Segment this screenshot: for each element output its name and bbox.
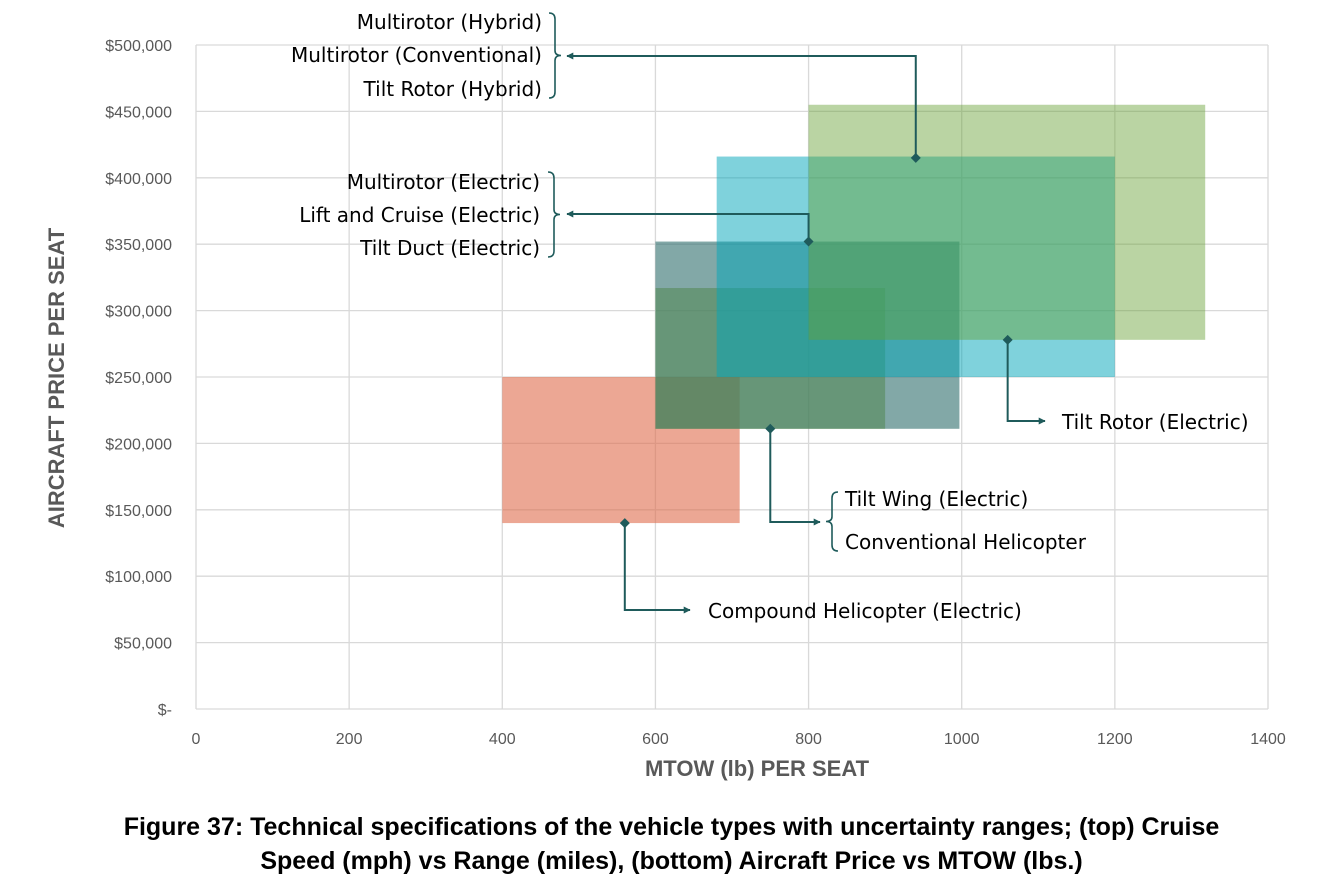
caption-line-2: Speed (mph) vs Range (miles), (bottom) A… — [260, 847, 1083, 875]
data-point-marker — [619, 518, 630, 529]
y-tick-label: $500,000 — [105, 38, 172, 55]
x-tick-label: 400 — [489, 731, 516, 748]
connector-arrow — [566, 52, 917, 158]
caption-line-1: Figure 37: Technical specifications of t… — [123, 813, 1220, 841]
x-tick-label: 1400 — [1250, 731, 1286, 748]
series-label: Multirotor (Conventional) — [291, 43, 542, 67]
y-tick-label: $100,000 — [105, 569, 172, 586]
y-tick-label: $150,000 — [105, 503, 172, 520]
x-tick-label: 0 — [192, 731, 201, 748]
series-label: Multirotor (Hybrid) — [357, 10, 542, 34]
y-tick-label: $350,000 — [105, 237, 172, 254]
y-tick-label: $50,000 — [114, 636, 172, 653]
y-tick-label: $400,000 — [105, 171, 172, 188]
label-bracket — [548, 12, 562, 99]
series-label: Multirotor (Electric) — [347, 170, 540, 194]
connector-arrow — [769, 428, 821, 526]
x-axis-ticks: 0 200 400 600 800 1000 1200 1400 — [192, 731, 1286, 748]
data-point-marker — [910, 152, 921, 163]
x-tick-label: 800 — [795, 731, 822, 748]
y-tick-label: $450,000 — [105, 104, 172, 121]
y-axis-ticks: $- $50,000 $100,000 $150,000 $200,000 $250,00… — [105, 38, 172, 719]
x-axis-title: MTOW (lb) PER SEAT — [645, 756, 870, 781]
data-point-marker — [803, 236, 814, 247]
data-point-marker — [765, 423, 776, 434]
series-label: Conventional Helicopter — [845, 530, 1087, 554]
x-tick-label: 1200 — [1097, 731, 1133, 748]
series-label: Tilt Duct (Electric) — [359, 236, 540, 260]
connector-arrow — [1006, 339, 1046, 425]
series-label: Tilt Wing (Electric) — [844, 487, 1028, 511]
annotation-labels: Compound Helicopter (Electric) Tilt Wing … — [291, 10, 1249, 623]
y-tick-label: $250,000 — [105, 370, 172, 387]
y-tick-label: $200,000 — [105, 436, 172, 453]
label-bracket — [825, 491, 839, 552]
x-tick-label: 1000 — [944, 731, 980, 748]
connector-arrow — [623, 523, 691, 614]
connector-arrow — [566, 210, 810, 242]
x-tick-label: 200 — [336, 731, 363, 748]
range-boxes — [502, 104, 1206, 524]
y-tick-label: $- — [158, 702, 172, 719]
data-point-marker — [1002, 334, 1013, 345]
x-tick-label: 600 — [642, 731, 669, 748]
series-label: Tilt Rotor (Electric) — [1061, 410, 1249, 434]
range-box — [716, 156, 1115, 377]
series-label: Tilt Rotor (Hybrid) — [363, 77, 542, 101]
annotation-connectors — [547, 12, 1046, 614]
series-label: Compound Helicopter (Electric) — [708, 599, 1022, 623]
y-axis-title: AIRCRAFT PRICE PER SEAT — [44, 227, 69, 528]
price-vs-mtow-chart: $- $50,000 $100,000 $150,000 $200,000 $250,00… — [44, 10, 1286, 781]
label-bracket — [547, 171, 561, 258]
y-tick-label: $300,000 — [105, 304, 172, 321]
figure-caption: Figure 37: Technical specifications of t… — [0, 810, 1343, 878]
range-box — [808, 104, 1206, 340]
series-label: Lift and Cruise (Electric) — [299, 203, 540, 227]
